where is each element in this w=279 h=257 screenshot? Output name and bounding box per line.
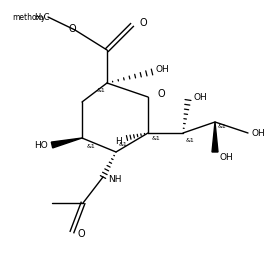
Text: NH: NH bbox=[108, 175, 121, 183]
Text: &1: &1 bbox=[218, 124, 227, 130]
Text: H₃C: H₃C bbox=[35, 13, 50, 22]
Text: &1: &1 bbox=[152, 135, 161, 141]
Text: &1: &1 bbox=[87, 143, 96, 149]
Polygon shape bbox=[51, 138, 82, 148]
Text: OH: OH bbox=[220, 152, 234, 161]
Text: HO: HO bbox=[34, 141, 48, 150]
Text: OH: OH bbox=[193, 94, 207, 103]
Polygon shape bbox=[212, 122, 218, 152]
Text: &1: &1 bbox=[97, 87, 105, 93]
Text: O: O bbox=[77, 229, 85, 239]
Text: methoxy: methoxy bbox=[13, 13, 46, 22]
Text: O: O bbox=[158, 89, 166, 99]
Text: O: O bbox=[68, 24, 76, 34]
Text: O: O bbox=[139, 18, 147, 28]
Text: OH: OH bbox=[156, 66, 170, 75]
Text: OH: OH bbox=[252, 128, 266, 137]
Text: &1: &1 bbox=[186, 137, 195, 142]
Text: &1: &1 bbox=[119, 142, 128, 148]
Text: H: H bbox=[115, 136, 122, 145]
